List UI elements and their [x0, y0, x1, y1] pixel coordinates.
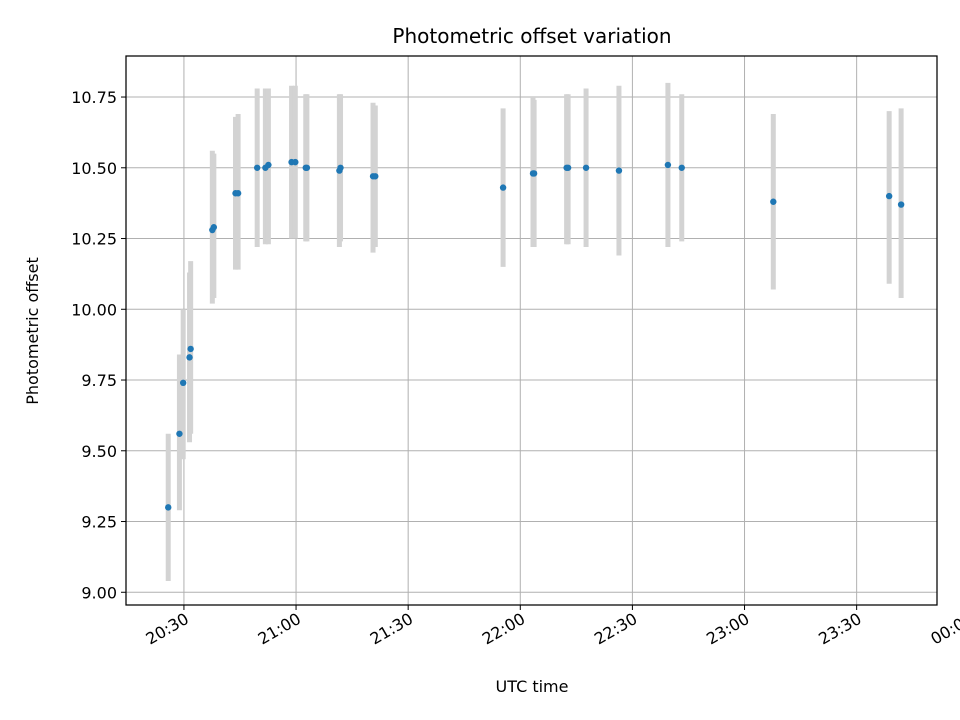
y-tick-label: 9.50: [81, 442, 117, 461]
chart-title: Photometric offset variation: [392, 24, 671, 48]
y-tick-label: 10.25: [71, 230, 117, 249]
data-point: [179, 379, 187, 387]
data-point: [187, 345, 194, 353]
y-tick-label: 10.50: [71, 159, 117, 178]
y-tick-label: 9.75: [81, 371, 117, 390]
data-point: [253, 164, 261, 171]
data-point: [615, 167, 623, 174]
y-tick-label: 10.75: [71, 88, 117, 107]
data-point: [265, 161, 272, 169]
data-point: [582, 164, 590, 171]
data-point: [564, 164, 572, 171]
data-point: [176, 430, 183, 437]
data-point: [678, 164, 685, 171]
y-tick-label: 9.25: [81, 513, 117, 532]
data-point: [337, 164, 344, 171]
y-axis-label: Photometric offset: [23, 257, 42, 405]
data-point: [499, 184, 507, 191]
data-point: [897, 201, 905, 208]
y-tick-label: 10.00: [71, 300, 117, 319]
data-point: [186, 354, 193, 361]
data-point: [664, 161, 672, 169]
y-tick-label: 9.00: [81, 583, 117, 602]
data-point: [234, 190, 242, 197]
data-point: [770, 198, 777, 205]
data-point: [372, 173, 379, 180]
data-point: [303, 164, 311, 171]
plot-frame: [125, 55, 938, 606]
data-point: [292, 158, 299, 166]
data-point: [885, 192, 893, 200]
y-axis-ticks: 9.00 9.25 9.50 9.75 10.00 10.25 10.50 10.75: [71, 88, 126, 602]
data-points: [165, 158, 905, 511]
x-axis-label: UTC time: [496, 677, 569, 696]
data-point: [165, 504, 172, 511]
data-point: [530, 170, 538, 177]
data-point: [210, 224, 218, 231]
